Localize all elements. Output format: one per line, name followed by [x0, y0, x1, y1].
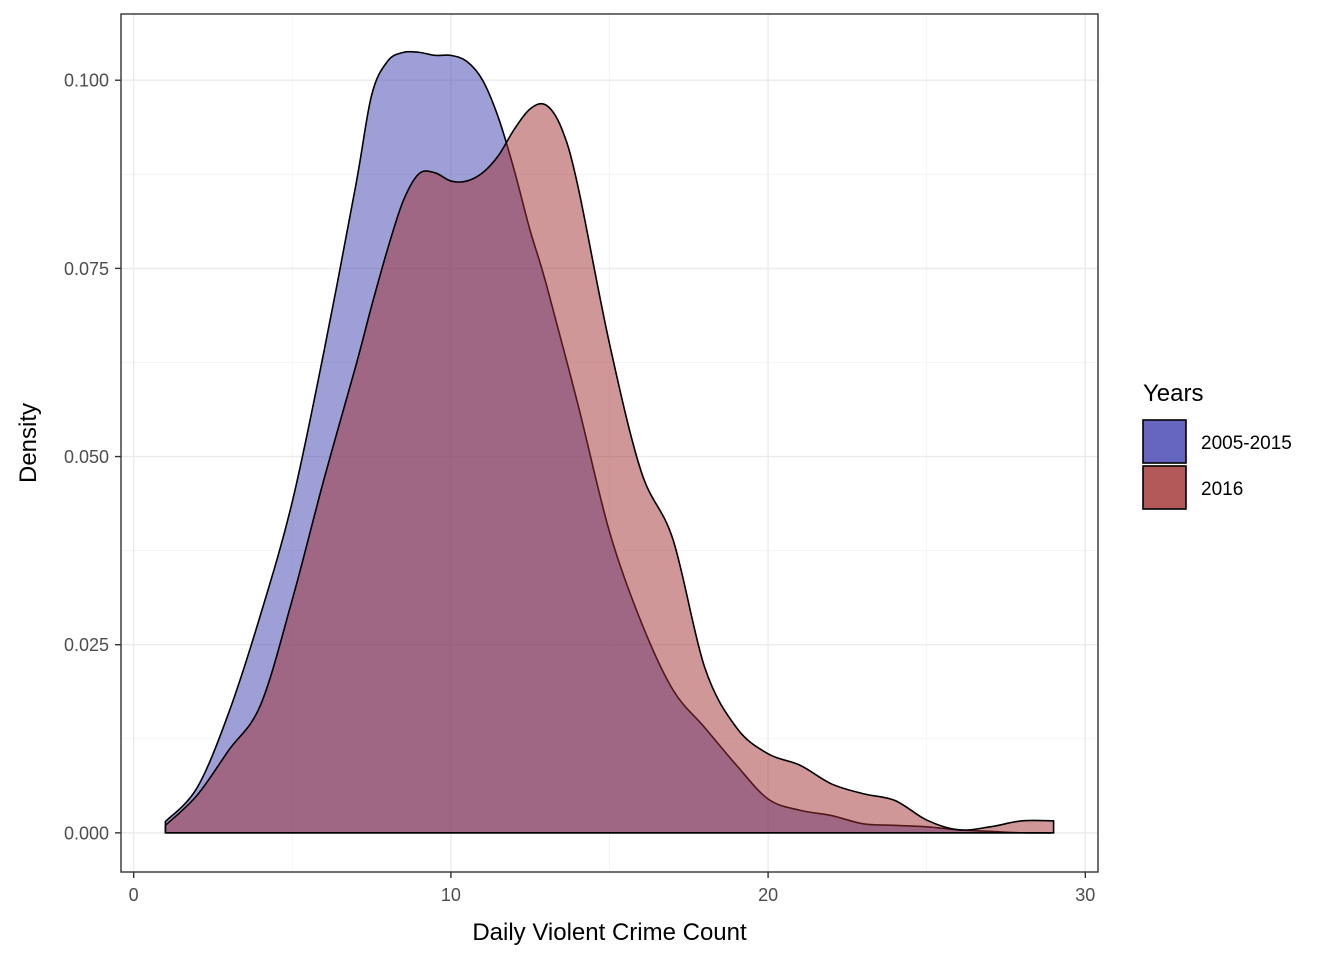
x-tick-label: 20	[758, 885, 778, 905]
legend-label-2016: 2016	[1201, 479, 1243, 500]
y-tick-label: 0.025	[64, 635, 109, 655]
y-axis-title: Density	[15, 403, 42, 483]
density-area-2016	[164, 102, 1055, 834]
x-axis-title: Daily Violent Crime Count	[472, 919, 747, 946]
plot-panel-border	[120, 13, 1099, 873]
y-axis-ticks: 0.000 0.025 0.050 0.075 0.100	[64, 71, 121, 843]
y-tick-label: 0.050	[64, 447, 109, 467]
x-tick-label: 30	[1075, 885, 1095, 905]
y-tick-label: 0.100	[64, 71, 109, 91]
legend-label-2005-2015: 2005-2015	[1201, 433, 1292, 454]
y-tick-label: 0.075	[64, 259, 109, 279]
legend: Years 2005-2015 2016	[1142, 380, 1292, 510]
x-axis-ticks: 0 10 20 30	[129, 872, 1095, 905]
y-tick-label: 0.000	[64, 823, 109, 843]
legend-title: Years	[1143, 380, 1204, 407]
x-tick-label: 10	[441, 885, 461, 905]
density-areas	[164, 50, 1055, 834]
x-tick-label: 0	[129, 885, 139, 905]
legend-key-2016	[1142, 465, 1187, 510]
legend-key-2005-2015	[1142, 419, 1187, 464]
